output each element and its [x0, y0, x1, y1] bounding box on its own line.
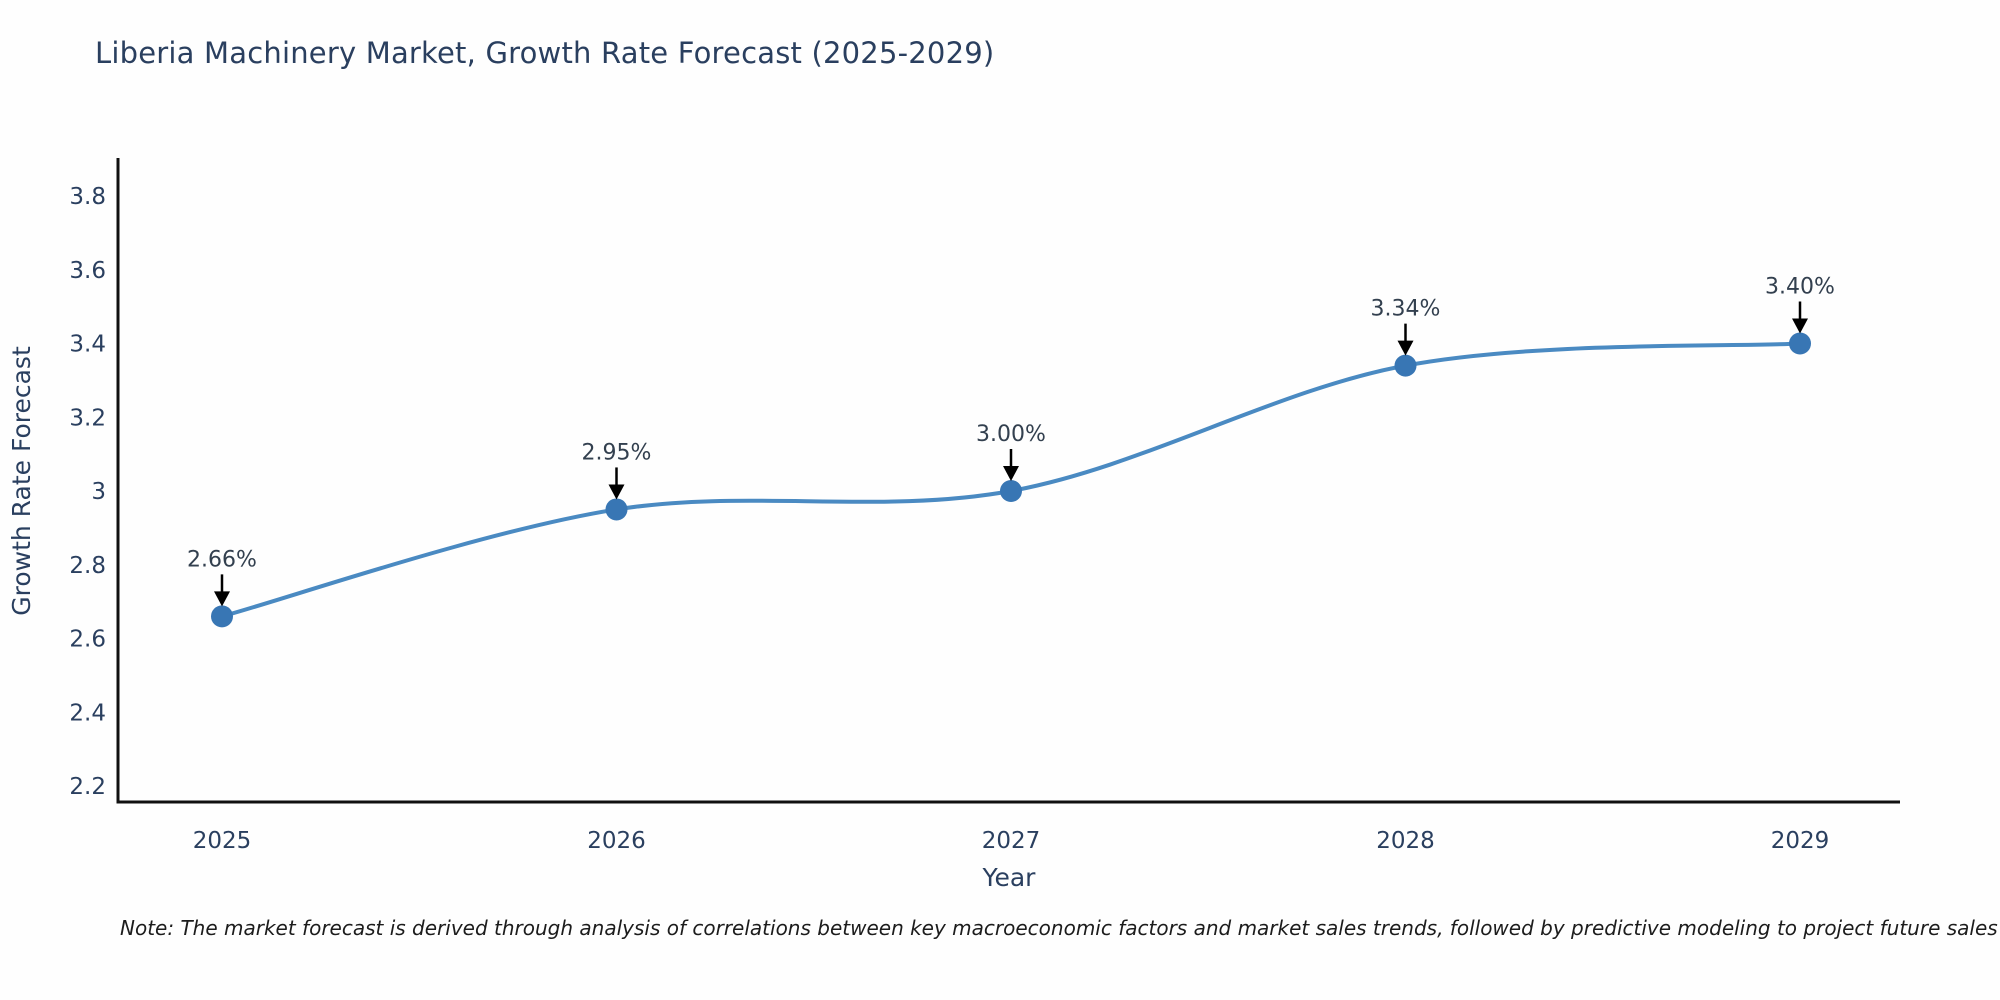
annotation-arrowhead: [608, 484, 625, 500]
y-tick-label: 3.8: [69, 184, 106, 210]
chart-title: Liberia Machinery Market, Growth Rate Fo…: [95, 36, 995, 70]
y-axis-title: Growth Rate Forecast: [7, 346, 36, 616]
point-label: 3.34%: [1371, 297, 1441, 322]
y-tick-label: 3: [91, 479, 106, 505]
axis-ticks: 2.2 2.4 2.6 2.8 3 3.2 3.4 3.6 3.8 2025 2026 2027 202…: [69, 184, 1829, 854]
point-annotations: 2.66% 2.95% 3.00% 3.34% 3.40%: [187, 275, 1835, 607]
y-tick-label: 2.2: [69, 774, 106, 800]
y-tick-label: 2.6: [69, 627, 106, 653]
annotation-arrowhead: [214, 591, 230, 607]
data-series: [211, 332, 1811, 628]
x-tick-label: 2026: [587, 828, 646, 854]
y-tick-label: 3.6: [69, 258, 106, 284]
y-tick-label: 3.4: [69, 332, 106, 358]
data-point-2026[interactable]: [605, 498, 628, 521]
data-point-2025[interactable]: [211, 605, 233, 628]
data-point-2029[interactable]: [1789, 332, 1811, 355]
point-label: 2.66%: [187, 547, 257, 572]
annotation-arrowhead: [1397, 340, 1414, 356]
x-axis-title: Year: [982, 863, 1037, 892]
data-point-2028[interactable]: [1394, 354, 1417, 377]
annotation-arrowhead: [1792, 318, 1808, 334]
x-tick-label: 2027: [982, 828, 1041, 854]
data-point-2027[interactable]: [1000, 480, 1022, 502]
point-label: 3.40%: [1765, 275, 1835, 300]
x-tick-label: 2025: [193, 828, 252, 854]
x-tick-label: 2029: [1771, 828, 1830, 854]
point-label: 2.95%: [582, 440, 652, 465]
y-tick-label: 2.8: [69, 553, 106, 579]
y-tick-label: 3.2: [69, 405, 106, 431]
footnote: Note: The market forecast is derived thr…: [120, 916, 1998, 940]
point-label: 3.00%: [976, 422, 1046, 447]
y-tick-label: 2.4: [69, 700, 106, 726]
x-tick-label: 2028: [1376, 828, 1435, 854]
annotation-arrowhead: [1003, 466, 1019, 481]
